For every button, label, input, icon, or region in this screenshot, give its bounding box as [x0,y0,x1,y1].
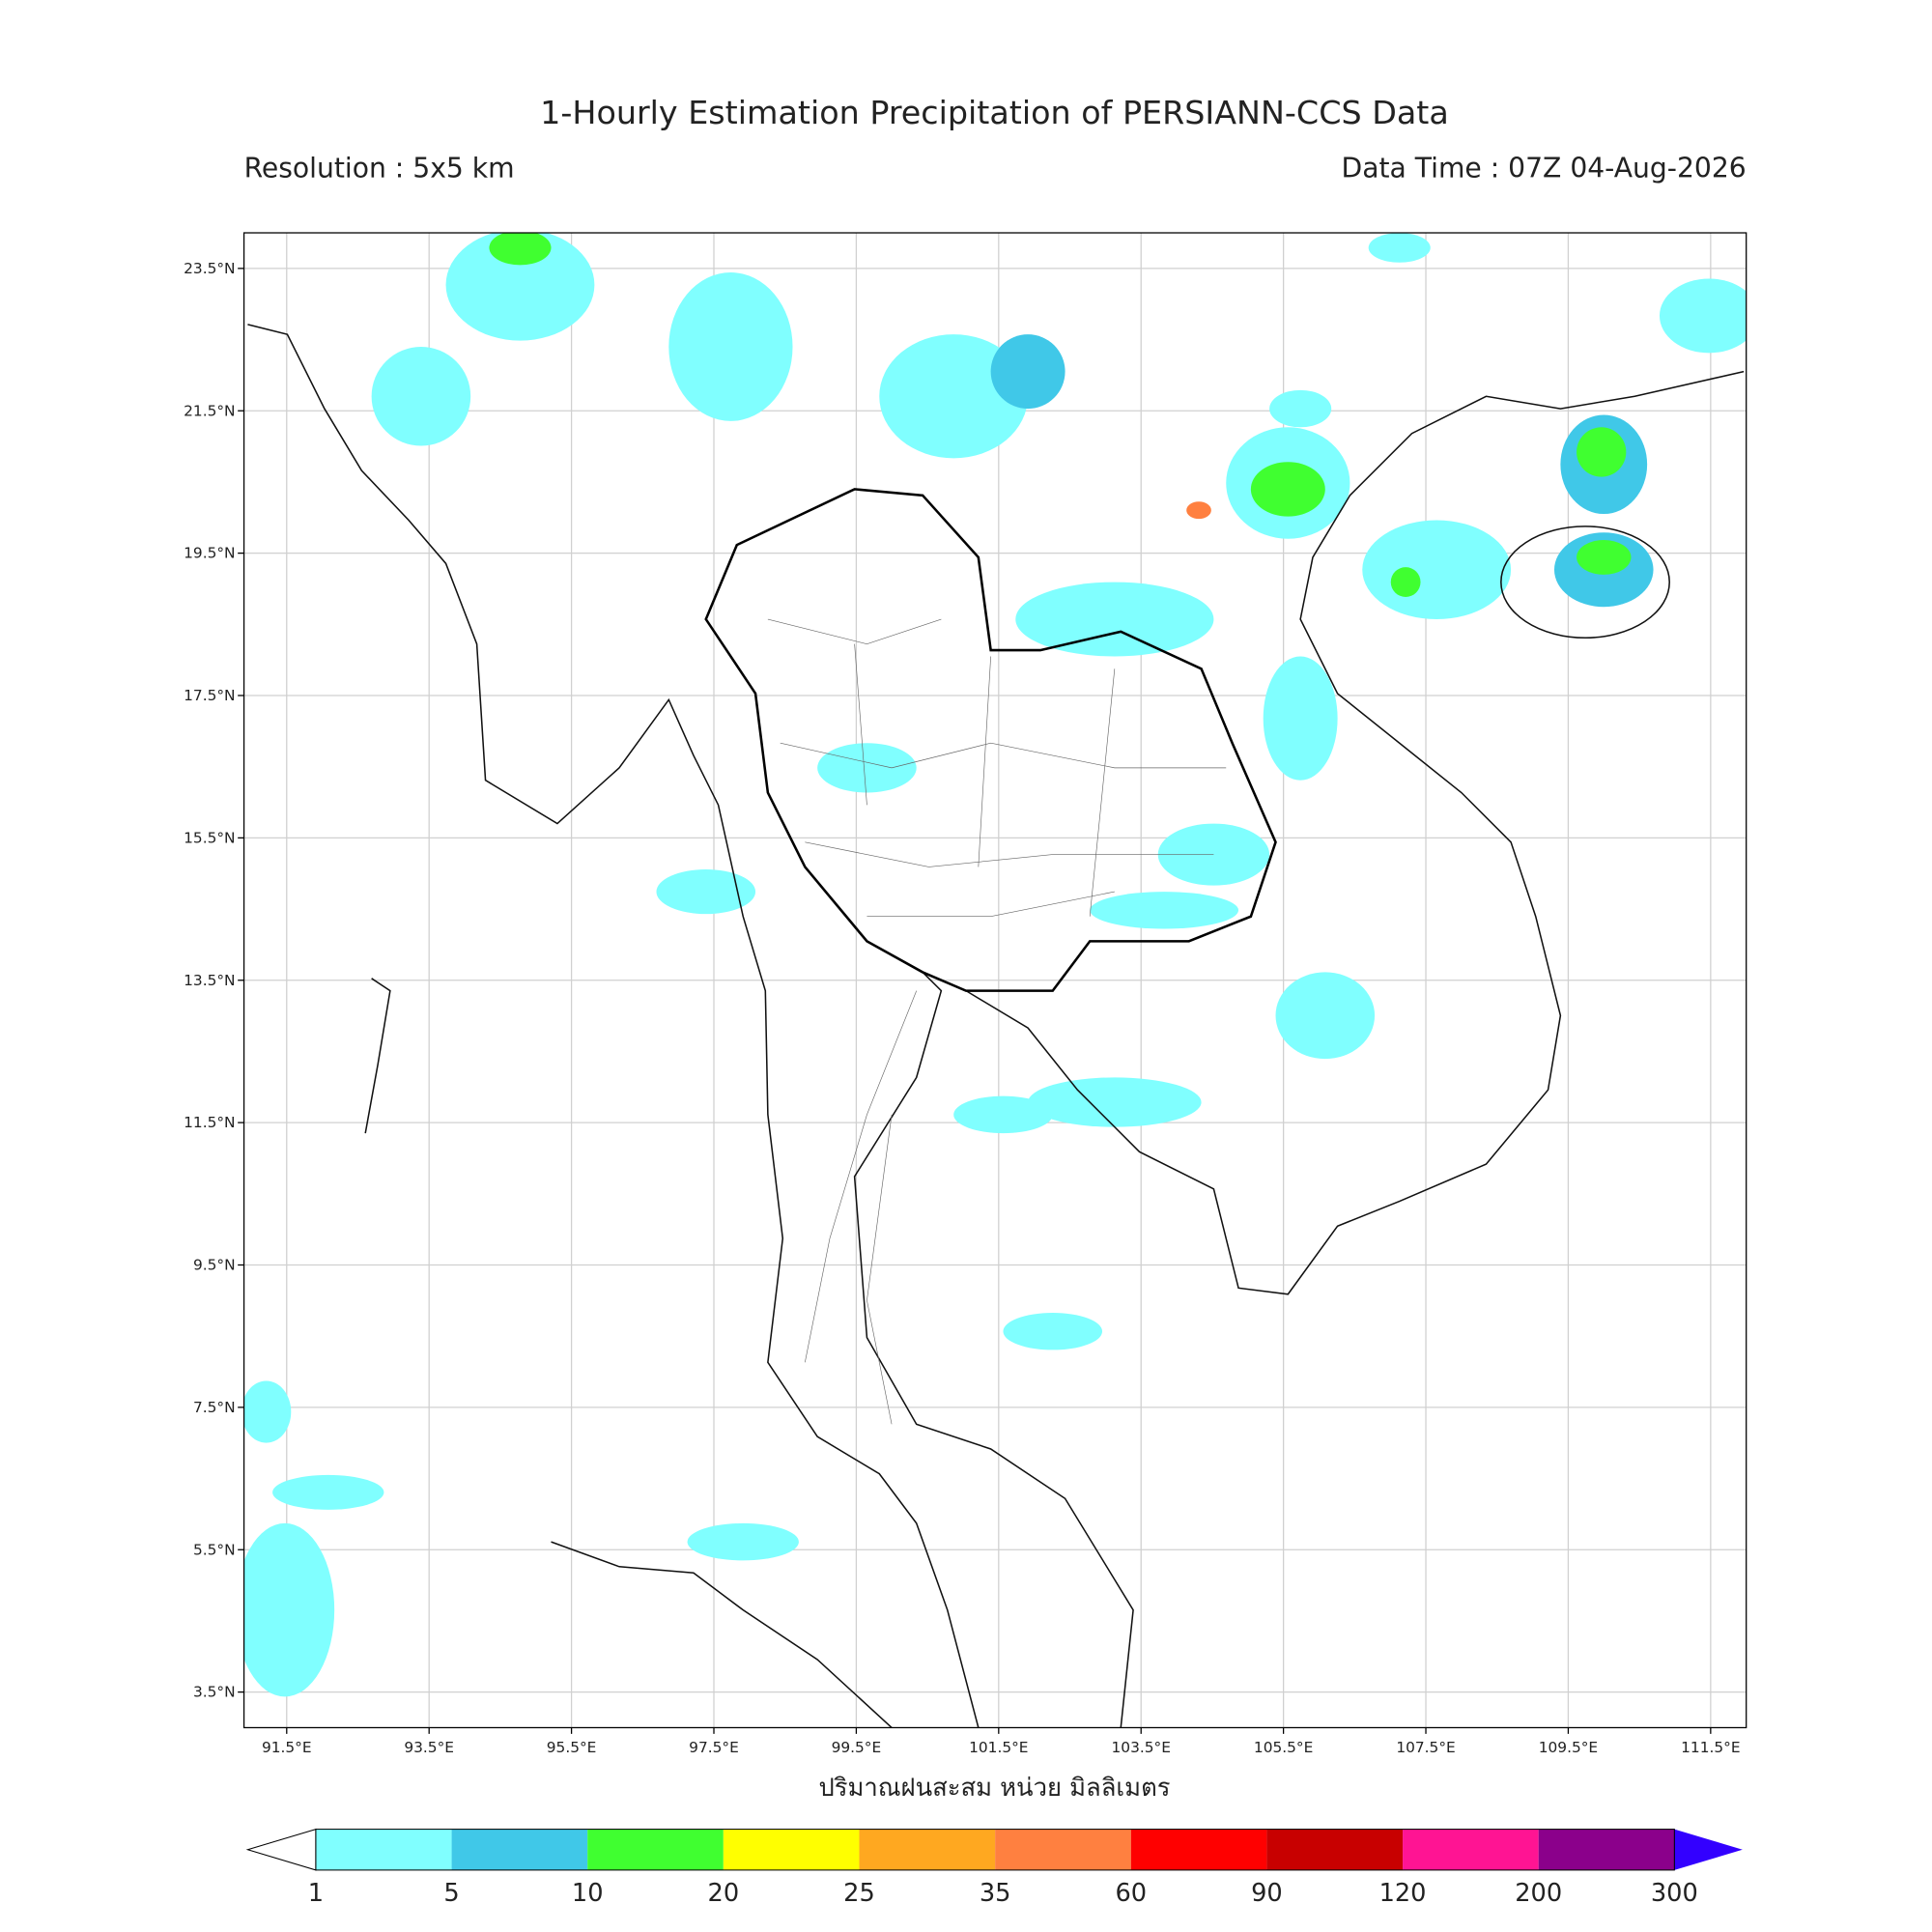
rain-area [489,233,552,266]
rain-area [1269,389,1332,428]
colorbar: 1 5 10 20 25 35 60 90 120 200 300 [245,1828,1743,1908]
coastline [247,324,980,1728]
rain-area [1275,972,1376,1060]
coastline [551,1541,893,1728]
rain-area [445,233,595,341]
rain-area [243,1522,335,1697]
rain-area [1368,233,1431,263]
colorbar-label: 300 [1651,1879,1698,1908]
rain-area [1250,462,1325,517]
rain-area [1390,567,1421,597]
y-tick-label: 15.5°N [184,829,235,846]
colorbar-label: 20 [708,1879,740,1908]
x-tick-label: 105.5°E [1254,1739,1313,1756]
colorbar-label: 200 [1515,1879,1562,1908]
colorbar-segment [315,1829,452,1870]
rain-area [272,1474,384,1510]
colorbar-segment [587,1829,724,1870]
colorbar-label: 60 [1115,1879,1147,1908]
colorbar-label: 10 [572,1879,604,1908]
x-tick-label: 93.5°E [404,1739,454,1756]
colorbar-under [245,1828,317,1871]
y-tick-label: 7.5°N [193,1399,236,1416]
colorbar-label: 35 [980,1879,1011,1908]
rain-area [1263,656,1338,781]
grid [243,233,1747,1728]
colorbar-label: 120 [1379,1879,1427,1908]
rain-area [1186,501,1211,520]
colorbar-segment [1266,1829,1404,1870]
colorbar-label: 25 [843,1879,875,1908]
y-tick-label: 13.5°N [184,972,235,989]
y-tick-label: 11.5°N [184,1114,235,1131]
rain-area [1577,539,1632,575]
x-tick-label: 109.5°E [1539,1739,1598,1756]
rain-area [879,334,1029,459]
x-tick-label: 103.5°E [1112,1739,1171,1756]
y-tick-label: 9.5°N [193,1257,236,1274]
rain-layer [243,233,1747,1697]
rain-area [1090,892,1239,929]
resolution: Resolution : 5x5 km [244,152,515,184]
rain-area [668,272,793,421]
colorbar-segment [723,1829,860,1870]
title: 1-Hourly Estimation Precipitation of PER… [540,94,1449,131]
y-tick-label: 19.5°N [184,545,235,562]
province-border [767,618,1227,1425]
colorbar-frame [315,1829,1675,1871]
colorbar-segment [859,1829,996,1870]
rain-area [1362,520,1512,620]
data-time: Data Time : 07Z 04-Aug-2026 [1342,152,1747,184]
coastline [853,370,1745,1728]
y-tick-label: 5.5°N [193,1541,236,1558]
rain-area [687,1522,799,1561]
colorbar-segment [1130,1829,1267,1870]
y-tick-label: 23.5°N [184,260,235,277]
colorbar-label: 1 [308,1879,324,1908]
rain-area [953,1095,1053,1134]
x-tick-label: 99.5°E [832,1739,882,1756]
colorbar-segment [1403,1829,1539,1870]
rain-area [656,869,756,915]
colorbar-label: 90 [1251,1879,1283,1908]
rain-area [371,346,471,446]
colorbar-over [1674,1829,1743,1870]
colorbar-segment [451,1829,588,1870]
rain-area [243,1380,292,1443]
country-border [704,488,1277,992]
rain-area [1028,1077,1202,1127]
x-tick-label: 111.5°E [1681,1739,1740,1756]
rain-area [817,743,917,793]
rain-area [1577,427,1627,477]
x-tick-label: 95.5°E [547,1739,597,1756]
x-tick-label: 107.5°E [1396,1739,1455,1756]
x-tick-label: 101.5°E [969,1739,1028,1756]
rain-area [990,334,1065,410]
coastline [1500,526,1670,639]
rain-area [1659,278,1747,354]
coastlines [247,324,1745,1728]
coastline [364,978,391,1134]
colorbar-segment [995,1829,1131,1870]
colorbar-label: 5 [443,1879,459,1908]
colorbar-segment [1538,1829,1675,1870]
y-tick-label: 3.5°N [193,1684,236,1701]
y-tick-label: 21.5°N [184,402,235,419]
y-tick-label: 17.5°N [184,687,235,704]
x-tick-label: 91.5°E [262,1739,312,1756]
x-tick-label: 97.5°E [689,1739,739,1756]
rain-area [1015,582,1214,657]
rain-area [1003,1312,1103,1350]
x-axis-label: ปริมาณฝนสะสม หน่วย มิลลิเมตร [818,1774,1170,1803]
